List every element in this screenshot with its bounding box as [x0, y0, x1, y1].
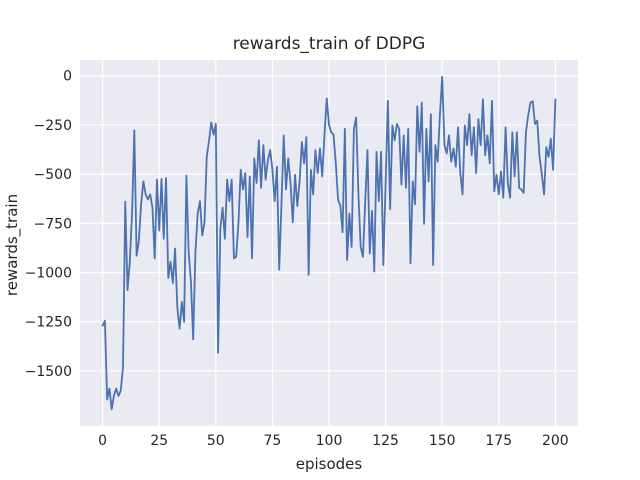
tick-labels: 0 25 50 75 100 125 150 175 200 0 −250 −500 −750 −1000…: [25, 69, 569, 449]
y-axis-label: rewards_train: [3, 193, 21, 297]
y-tick-label: −750: [34, 216, 72, 232]
chart-title: rewards_train of DDPG: [232, 34, 426, 54]
x-tick-label: 200: [542, 433, 569, 449]
x-tick-label: 150: [429, 433, 456, 449]
x-tick-label: 0: [98, 433, 107, 449]
y-tick-label: 0: [63, 69, 72, 85]
x-tick-label: 175: [485, 433, 512, 449]
x-tick-label: 100: [316, 433, 343, 449]
y-tick-label: −1000: [25, 266, 72, 282]
x-tick-label: 75: [263, 433, 281, 449]
x-axis-label: episodes: [295, 455, 363, 473]
reward-line-series: [101, 75, 557, 411]
y-tick-label: −1500: [25, 364, 72, 380]
x-tick-label: 25: [150, 433, 168, 449]
y-tick-label: −250: [34, 118, 72, 134]
y-tick-label: −1250: [25, 315, 72, 331]
x-tick-label: 125: [372, 433, 399, 449]
x-tick-label: 50: [207, 433, 225, 449]
y-tick-label: −500: [34, 167, 72, 183]
